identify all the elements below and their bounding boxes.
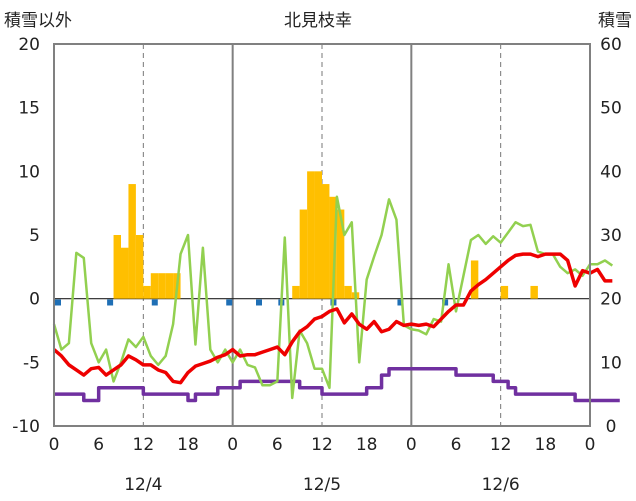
snow-depth-line	[54, 366, 620, 403]
sunshine-marker	[226, 299, 233, 306]
chart-title: 北見枝幸	[284, 11, 352, 31]
sunshine-markers	[55, 299, 449, 306]
plot-border	[53, 43, 591, 427]
precip-bar	[329, 196, 337, 299]
hour-tick-label: 6	[451, 435, 462, 455]
temperature-line	[52, 252, 613, 385]
right-tick-label: 0	[606, 417, 617, 437]
precip-bar	[128, 184, 136, 299]
right-tick-label: 60	[600, 35, 622, 55]
sunshine-marker	[55, 299, 61, 306]
precipitation-bars	[113, 171, 538, 299]
precip-bar	[121, 247, 129, 299]
precip-bar	[500, 285, 509, 299]
precip-bar	[150, 273, 159, 299]
left-tick-label: -10	[12, 417, 40, 437]
precip-bar	[135, 235, 144, 299]
precip-bar	[344, 285, 352, 299]
hour-tick-label: 0	[585, 435, 596, 455]
day-label: 12/4	[124, 475, 162, 495]
precip-bar	[299, 209, 308, 299]
precip-bar	[336, 209, 345, 299]
plot-frame	[53, 43, 591, 427]
sunshine-marker	[442, 299, 449, 306]
precip-bar	[292, 285, 300, 299]
precip-bar	[530, 285, 538, 299]
precip-bar	[113, 235, 121, 299]
precip-bar	[143, 285, 151, 299]
hour-tick-label: 0	[49, 435, 60, 455]
hour-tick-label: 6	[272, 435, 283, 455]
left-tick-label: 0	[29, 290, 40, 310]
left-tick-label: 20	[18, 35, 40, 55]
precip-bar	[322, 184, 330, 299]
hour-tick-label: 12	[490, 435, 512, 455]
right-tick-label: 50	[600, 99, 622, 119]
hour-tick-label: 6	[93, 435, 104, 455]
left-axis-title: 積雪以外	[4, 11, 72, 31]
precip-bar	[158, 273, 166, 299]
wind-line	[52, 195, 614, 400]
precip-bar	[314, 171, 322, 299]
right-tick-label: 20	[600, 290, 622, 310]
hour-tick-label: 12	[133, 435, 155, 455]
sunshine-marker	[107, 299, 114, 306]
left-tick-label: 10	[18, 162, 40, 182]
hour-tick-label: 18	[535, 435, 557, 455]
day-label: 12/6	[482, 475, 520, 495]
right-tick-label: 30	[600, 226, 622, 246]
sunshine-marker	[151, 299, 158, 306]
data-lines	[52, 195, 620, 403]
hour-tick-label: 12	[311, 435, 333, 455]
sunshine-marker	[256, 299, 262, 306]
hour-tick-label: 0	[227, 435, 238, 455]
right-tick-label: 40	[600, 162, 622, 182]
left-tick-label: 15	[18, 99, 40, 119]
precip-bar	[165, 273, 174, 299]
left-tick-label: -5	[23, 353, 40, 373]
hour-tick-label: 18	[356, 435, 378, 455]
hour-tick-label: 18	[177, 435, 199, 455]
hour-tick-label: 0	[406, 435, 417, 455]
precip-bar	[470, 260, 479, 299]
precip-bar	[307, 171, 315, 299]
right-axis-title: 積雪	[598, 11, 632, 31]
sunshine-marker	[397, 299, 404, 306]
right-tick-label: 10	[600, 353, 622, 373]
day-label: 12/5	[303, 475, 341, 495]
left-tick-label: 5	[29, 226, 40, 246]
